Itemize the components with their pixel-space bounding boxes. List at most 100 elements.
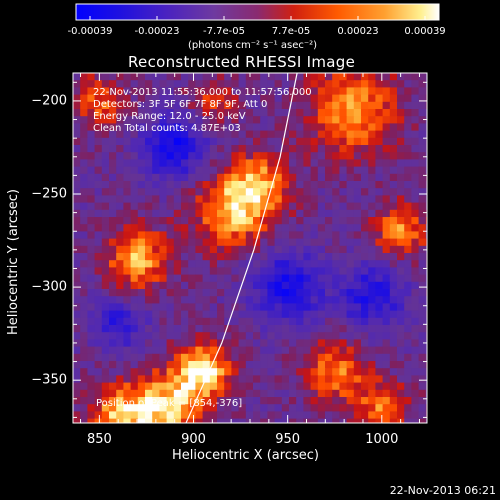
heatmap-cell (361, 389, 369, 398)
heatmap-cell (317, 137, 326, 146)
heatmap-cell (325, 253, 333, 261)
heatmap-cell (80, 94, 88, 103)
heatmap-cell (382, 109, 391, 117)
heatmap-cell (101, 296, 110, 304)
heatmap-cell (418, 181, 427, 189)
heatmap-cell (231, 368, 240, 376)
heatmap-cell (411, 123, 420, 132)
heatmap-cell (325, 137, 333, 146)
heatmap-cell (195, 253, 204, 261)
heatmap-cell (195, 231, 204, 240)
heatmap-cell (368, 339, 376, 348)
heatmap-cell (274, 109, 283, 117)
heatmap-cell (325, 411, 333, 420)
heatmap-cell (317, 375, 326, 384)
heatmap-cell (87, 346, 96, 355)
heatmap-cell (231, 109, 240, 117)
heatmap-cell (353, 281, 362, 290)
heatmap-cell (209, 267, 218, 276)
heatmap-cell (80, 411, 88, 420)
heatmap-cell (382, 368, 391, 376)
solar-limb-line (185, 73, 298, 423)
heatmap-cell (217, 296, 225, 304)
heatmap-cell (173, 116, 182, 124)
heatmap-cell (238, 245, 247, 254)
heatmap-cell (289, 123, 297, 132)
heatmap-cell (181, 123, 189, 132)
heatmap-cell (238, 260, 247, 268)
heatmap-cell (209, 389, 218, 398)
heatmap-cell (325, 152, 333, 160)
heatmap-cell (404, 296, 412, 304)
heatmap-cell (173, 274, 182, 283)
heatmap-cell (73, 173, 81, 182)
heatmap-cell (231, 317, 240, 326)
heatmap-cell (411, 159, 420, 168)
heatmap-cell (80, 310, 88, 319)
heatmap-cell (116, 260, 124, 268)
heatmap-cell (368, 130, 376, 139)
heatmap-cell (224, 152, 232, 160)
heatmap-cell (310, 418, 319, 423)
heatmap-cell (353, 173, 362, 182)
heatmap-cell (397, 325, 405, 333)
heatmap-cell (181, 202, 189, 211)
heatmap-cell (238, 73, 247, 81)
heatmap-cell (159, 382, 168, 391)
heatmap-cell (80, 296, 88, 304)
heatmap-cell (231, 159, 240, 168)
heatmap-cell (310, 411, 319, 420)
heatmap-cell (353, 188, 362, 196)
heatmap-cell (375, 325, 384, 333)
heatmap-cell (231, 87, 240, 96)
heatmap-cell (188, 253, 196, 261)
heatmap-cell (397, 260, 405, 268)
heatmap-cell (274, 353, 283, 362)
heatmap-cell (418, 310, 427, 319)
heatmap-cell (94, 397, 103, 405)
heatmap-cell (296, 361, 304, 369)
heatmap-cell (411, 281, 420, 290)
heatmap-cell (397, 130, 405, 139)
heatmap-cell (130, 130, 139, 139)
heatmap-cell (137, 353, 146, 362)
heatmap-cell (245, 224, 254, 232)
heatmap-cell (94, 296, 103, 304)
heatmap-cell (310, 87, 319, 96)
heatmap-cell (217, 361, 225, 369)
heatmap-cell (339, 245, 348, 254)
heatmap-cell (181, 267, 189, 276)
heatmap-cell (375, 130, 384, 139)
heatmap-cell (217, 267, 225, 276)
heatmap-cell (73, 73, 81, 81)
heatmap-cell (411, 188, 420, 196)
heatmap-cell (361, 195, 369, 204)
heatmap-cell (339, 296, 348, 304)
heatmap-cell (101, 130, 110, 139)
heatmap-cell (166, 87, 175, 96)
heatmap-cell (339, 152, 348, 160)
heatmap-cell (425, 152, 427, 160)
heatmap-cell (404, 224, 412, 232)
heatmap-cell (346, 397, 355, 405)
heatmap-cell (94, 289, 103, 297)
heatmap-cell (361, 325, 369, 333)
heatmap-cell (188, 159, 196, 168)
heatmap-cell (289, 289, 297, 297)
heatmap-cell (361, 368, 369, 376)
heatmap-cell (116, 245, 124, 254)
heatmap-cell (382, 267, 391, 276)
heatmap-cell (173, 310, 182, 319)
heatmap-cell (325, 73, 333, 81)
heatmap-cell (353, 231, 362, 240)
heatmap-cell (404, 94, 412, 103)
heatmap-cell (274, 274, 283, 283)
heatmap-cell (289, 404, 297, 412)
heatmap-cell (101, 253, 110, 261)
heatmap-cell (116, 353, 124, 362)
heatmap-cell (389, 260, 398, 268)
heatmap-cell (425, 109, 427, 117)
heatmap-cell (245, 188, 254, 196)
heatmap-cell (202, 101, 211, 110)
heatmap-cell (87, 389, 96, 398)
